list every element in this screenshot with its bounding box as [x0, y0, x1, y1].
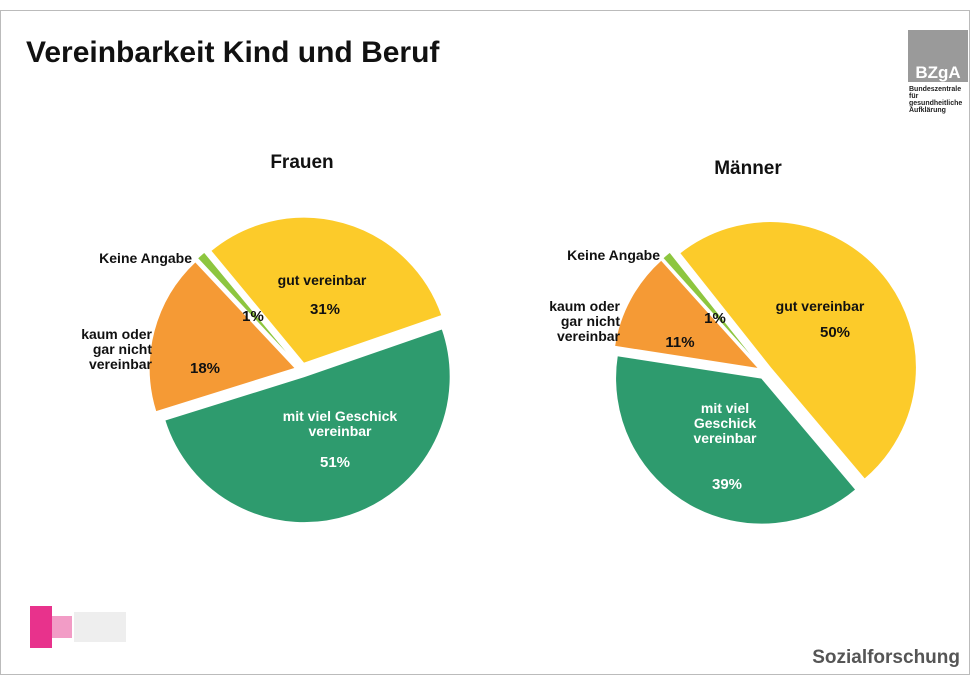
logo-box [908, 30, 968, 82]
value-label: 1% [242, 308, 264, 325]
value-label: 39% [712, 476, 742, 493]
chart-title: Männer [714, 158, 782, 179]
value-label: 11% [665, 334, 694, 351]
footer: Sozialforschung [812, 647, 960, 668]
footer-logo [74, 612, 126, 642]
logo-line: Bundeszentrale [909, 86, 961, 93]
pie-slice [662, 251, 761, 367]
value-label: 18% [190, 360, 220, 377]
value-label: 51% [320, 454, 350, 471]
logo-line: Aufklärung [909, 107, 946, 114]
pie-slice [196, 251, 298, 366]
value-label: 1% [704, 310, 726, 327]
logo-line: für [909, 93, 919, 100]
slice-label: gut vereinbar [278, 272, 367, 288]
chart-title: Frauen [270, 152, 333, 173]
slice-label: mit viel Geschick vereinbar [693, 400, 757, 446]
logo-name: BZgA [915, 63, 960, 82]
value-label: 31% [310, 301, 340, 318]
pie-slice [164, 328, 451, 524]
pie-slice [615, 355, 857, 525]
slice-label: kaum oder gar nicht vereinbar [549, 298, 620, 344]
slice-label: mit viel Geschick vereinbar [283, 408, 398, 439]
logo-line: gesundheitliche [909, 100, 962, 107]
slice-label: kaum oder gar nicht vereinbar [81, 326, 152, 372]
slice-label: gut vereinbar [776, 298, 865, 314]
slide-title: Vereinbarkeit Kind und Beruf [26, 36, 440, 69]
pie-slice [679, 221, 917, 480]
slice-label: Keine Angabe [99, 250, 192, 266]
value-label: 50% [820, 324, 850, 341]
pie-slice [210, 216, 443, 364]
footer-logo [52, 616, 72, 638]
footer-logo [30, 606, 52, 648]
pie-slice [148, 261, 297, 413]
logo-text: BundeszentralefürgesundheitlicheAufkläru… [909, 86, 962, 114]
slice-label: Keine Angabe [567, 247, 660, 263]
pie-slice [614, 259, 761, 370]
